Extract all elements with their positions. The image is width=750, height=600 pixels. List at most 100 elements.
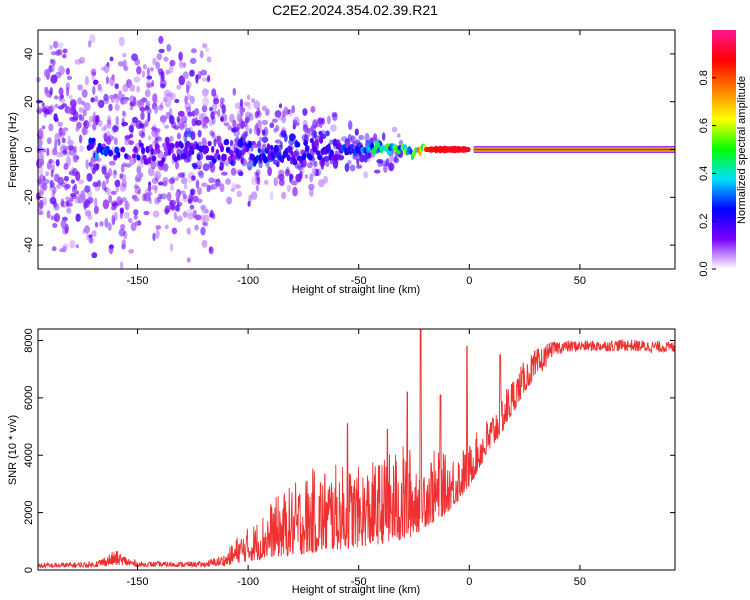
spectrogram-cell	[191, 175, 196, 181]
spectrogram-cell	[181, 171, 186, 179]
spectrogram-cell	[340, 136, 348, 142]
spectrogram-cell	[191, 110, 196, 117]
spectrogram-cell	[213, 97, 220, 105]
spectrogram-cell	[97, 180, 102, 188]
spectrogram-cell	[41, 102, 45, 108]
spectrogram-cell	[101, 166, 107, 175]
spectrogram-cell	[48, 123, 54, 132]
spectrogram-cell	[173, 211, 177, 221]
spectrogram-cell	[137, 189, 141, 195]
spectrogram-cell	[325, 130, 330, 137]
spectrogram-cell	[77, 84, 83, 91]
spectrogram-cell	[57, 49, 63, 56]
spectrogram-cell	[304, 174, 309, 179]
ridge-cell	[220, 145, 224, 153]
spectrogram-cell	[115, 115, 119, 125]
spectrogram-cell	[232, 87, 237, 96]
spectrogram-cell	[127, 217, 133, 224]
ridge-cell	[173, 156, 178, 163]
spectrogram-cell	[150, 160, 157, 170]
ridge-cell	[292, 158, 298, 166]
spectrogram-cell	[320, 130, 327, 135]
spectrogram-cell	[83, 121, 88, 127]
spectrogram-cell	[129, 84, 136, 92]
spectrogram-cell	[179, 60, 184, 69]
spectrogram-cell	[54, 103, 59, 109]
spectrogram-cell	[52, 146, 58, 156]
spectrogram-cell	[92, 122, 97, 131]
spectrogram-cell	[397, 133, 401, 138]
spectrogram-cell	[159, 75, 165, 83]
spectrogram-cell	[94, 221, 99, 228]
spectrogram-cell	[291, 105, 295, 114]
spectrogram-cell	[176, 84, 182, 90]
spectrogram-cell	[49, 44, 53, 50]
ridge-cell	[240, 157, 244, 165]
spectrogram-cell	[280, 127, 287, 137]
spectrogram-cell	[97, 83, 102, 91]
spectrogram-cell	[383, 167, 388, 172]
spectrogram-cell	[143, 210, 150, 216]
spectrogram-cell	[199, 50, 204, 59]
spectrogram-cell	[152, 140, 156, 147]
spectrogram-cell	[146, 82, 154, 88]
spectrogram-cell	[347, 134, 352, 142]
spectrogram-cell	[115, 186, 120, 193]
spectrogram-panel: -150 -100 -50 0 50 -40 -20 0 20 40 Height of str…	[7, 29, 676, 296]
spectrogram-cell	[52, 182, 56, 188]
snr-line	[37, 328, 676, 570]
spectrogram-cell	[103, 97, 110, 105]
spectrogram-cell	[236, 190, 243, 198]
spectrogram-cell	[251, 98, 256, 103]
spectrogram-cell	[164, 224, 169, 230]
spectrogram-cell	[110, 135, 115, 140]
spectrogram-cell	[201, 105, 208, 113]
spectrogram-cell	[119, 207, 125, 214]
spectrogram-cell	[60, 219, 67, 229]
y-tick-label: 4000	[23, 443, 35, 467]
spectrogram-cell	[61, 103, 67, 108]
spectrogram-cell	[289, 173, 293, 184]
snr-x-label: Height of straight line (km)	[292, 584, 420, 596]
spectrogram-cell	[235, 184, 241, 189]
spectrogram-cell	[243, 131, 249, 137]
spectrogram-cell	[41, 125, 46, 130]
ridge-cell	[139, 142, 144, 148]
spectrogram-cell	[50, 74, 58, 84]
spectrogram-cell	[105, 187, 111, 196]
spectrogram-cell	[160, 193, 168, 200]
spectrogram-cell	[189, 95, 195, 105]
spectrogram-cell	[105, 76, 109, 85]
spectrogram-cell	[254, 171, 259, 176]
spectrogram-cell	[118, 228, 126, 237]
spectrogram-cell	[197, 70, 202, 79]
spectrogram-cell	[69, 240, 76, 249]
spectrogram-cell	[186, 208, 194, 217]
spectrogram-cell	[219, 183, 225, 193]
spectrogram-cell	[189, 204, 195, 210]
spectrogram-cell	[165, 69, 170, 75]
ridge-cell	[465, 146, 471, 153]
spectrogram-cell	[108, 160, 116, 166]
spectrogram-cell	[100, 66, 106, 71]
spectrogram-cell	[182, 71, 189, 79]
spectrogram-cell	[72, 151, 77, 161]
spectrogram-cell	[177, 172, 185, 178]
spectrogram-cell	[59, 94, 65, 100]
ridge-cell	[331, 154, 336, 162]
spectrogram-cell	[90, 155, 96, 166]
spectrogram-cell	[74, 190, 80, 195]
ridge-cell	[136, 154, 141, 161]
spectrogram-cell	[158, 104, 164, 111]
spectrogram-cell	[50, 169, 54, 178]
spectrogram-cell	[89, 34, 96, 44]
spectrogram-cell	[326, 115, 331, 125]
spectrogram-cell	[171, 227, 178, 235]
spectrogram-cell	[376, 159, 384, 164]
spectrogram-cell	[255, 184, 259, 192]
spectrogram-cell	[124, 201, 130, 211]
spectrogram-cell	[194, 214, 202, 221]
spectrogram-cell	[175, 160, 179, 170]
spectrogram-cell	[208, 119, 214, 126]
spectrogram-cell	[91, 71, 97, 77]
